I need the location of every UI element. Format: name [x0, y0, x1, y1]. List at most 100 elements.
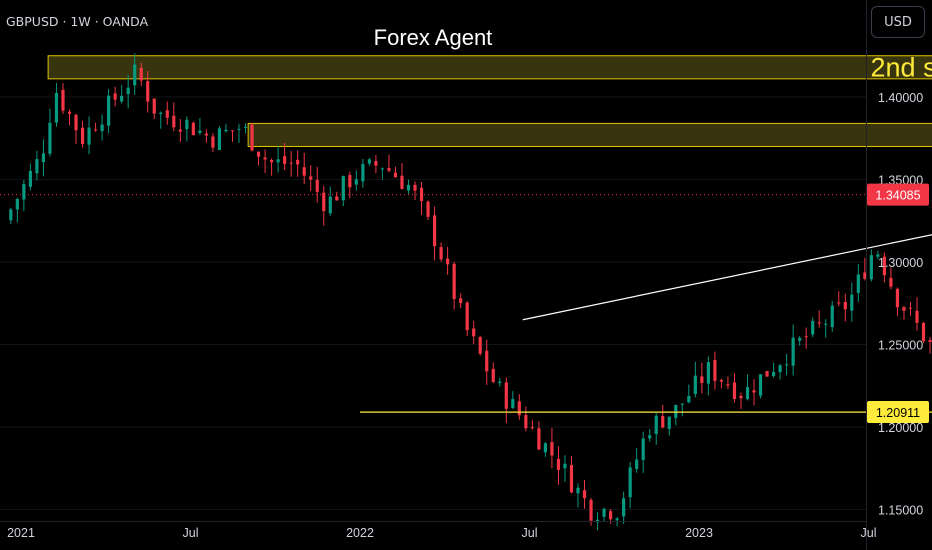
candle-body: [824, 323, 828, 325]
candle-body: [582, 490, 587, 499]
candle-body: [511, 399, 515, 409]
sell-zone[interactable]: [247, 122, 932, 148]
candle-body: [687, 395, 691, 403]
candle-body: [439, 247, 443, 260]
candle-body: [706, 362, 710, 384]
candle-body: [680, 403, 684, 405]
candle-body: [576, 487, 580, 494]
candle-body: [361, 164, 365, 182]
candle-body: [530, 427, 534, 429]
candle-body: [322, 192, 326, 212]
candle-body: [230, 130, 235, 132]
price-tick-label: 1.30000: [878, 256, 923, 270]
candle-body: [537, 428, 541, 450]
candle-body: [159, 112, 163, 114]
candle-body: [869, 255, 873, 280]
zone-label: 2nd sell: [871, 52, 932, 82]
candle-body: [908, 307, 913, 309]
candle-body: [302, 167, 306, 176]
sell-zone[interactable]: [47, 55, 932, 80]
candle-body: [217, 128, 222, 151]
candle-body: [22, 184, 26, 200]
currency-button[interactable]: USD: [871, 6, 925, 38]
candle-body: [785, 364, 789, 366]
candle-body: [237, 128, 241, 130]
candle-body: [100, 124, 104, 132]
candle-body: [661, 416, 665, 428]
current-price-label: 1.34085: [875, 189, 920, 203]
candle-body: [139, 67, 143, 81]
candle-body: [811, 321, 815, 335]
candle-body: [843, 301, 847, 310]
candle-body: [204, 133, 209, 136]
candle-body: [648, 435, 652, 439]
candle-body: [895, 288, 900, 308]
candle-body: [876, 254, 880, 257]
candle-body: [74, 114, 78, 131]
candle-body: [9, 209, 13, 221]
candle-body: [374, 160, 378, 166]
candle-body: [752, 390, 756, 393]
price-tick-label: 1.25000: [878, 339, 923, 353]
candle-body: [283, 156, 287, 164]
candle-body: [41, 153, 46, 163]
candle-body: [28, 170, 32, 187]
candle-body: [765, 371, 769, 377]
candle-body: [635, 459, 639, 469]
candle-body: [393, 172, 398, 178]
candle-body: [602, 508, 606, 517]
candle-body: [478, 337, 482, 354]
candle-body: [432, 215, 437, 247]
time-axis-separator: [0, 521, 866, 522]
candle-body: [713, 360, 717, 381]
target-price-label: 1.20911: [876, 406, 920, 420]
candle-body: [61, 89, 65, 111]
candle-body: [856, 274, 860, 293]
candle-body: [771, 372, 776, 377]
candle-body: [569, 465, 574, 493]
candle-body: [178, 129, 182, 132]
candle-body: [269, 160, 274, 163]
candle-body: [289, 162, 293, 164]
time-tick-label: 2021: [7, 526, 35, 540]
candle-body: [309, 176, 313, 180]
candle-body: [446, 258, 450, 265]
candle-body: [380, 168, 385, 170]
candle-body: [850, 294, 854, 311]
candle-body: [693, 375, 697, 394]
candle-body: [296, 159, 300, 165]
candle-body: [543, 443, 548, 453]
candle-body: [400, 175, 404, 189]
candle-body: [120, 95, 124, 102]
price-tick-label: 1.40000: [878, 91, 923, 105]
candle-body: [837, 302, 841, 304]
time-tick-label: 2023: [685, 526, 713, 540]
candle-body: [113, 93, 117, 100]
candle-body: [550, 442, 554, 456]
candle-body: [556, 458, 561, 470]
candle-body: [654, 415, 658, 435]
candle-body: [126, 87, 130, 95]
candle-body: [15, 198, 19, 210]
candle-body: [48, 122, 52, 154]
trend-line[interactable]: [522, 89, 932, 321]
candle-body: [146, 81, 150, 102]
candle-body: [739, 396, 743, 399]
time-tick-label: Jul: [522, 526, 538, 540]
candle-body: [504, 382, 508, 409]
candle-body: [863, 272, 867, 279]
candle-body: [465, 302, 469, 331]
candle-body: [778, 365, 782, 373]
candle-body: [87, 127, 91, 145]
candle-body: [485, 350, 489, 372]
candle-body: [419, 187, 424, 202]
candle-body: [133, 64, 137, 86]
candle-body: [93, 129, 98, 131]
candle-body: [35, 159, 39, 174]
candle-body: [367, 159, 371, 164]
candle-body: [524, 415, 528, 429]
candle-body: [615, 518, 619, 521]
candle-body: [915, 310, 919, 323]
